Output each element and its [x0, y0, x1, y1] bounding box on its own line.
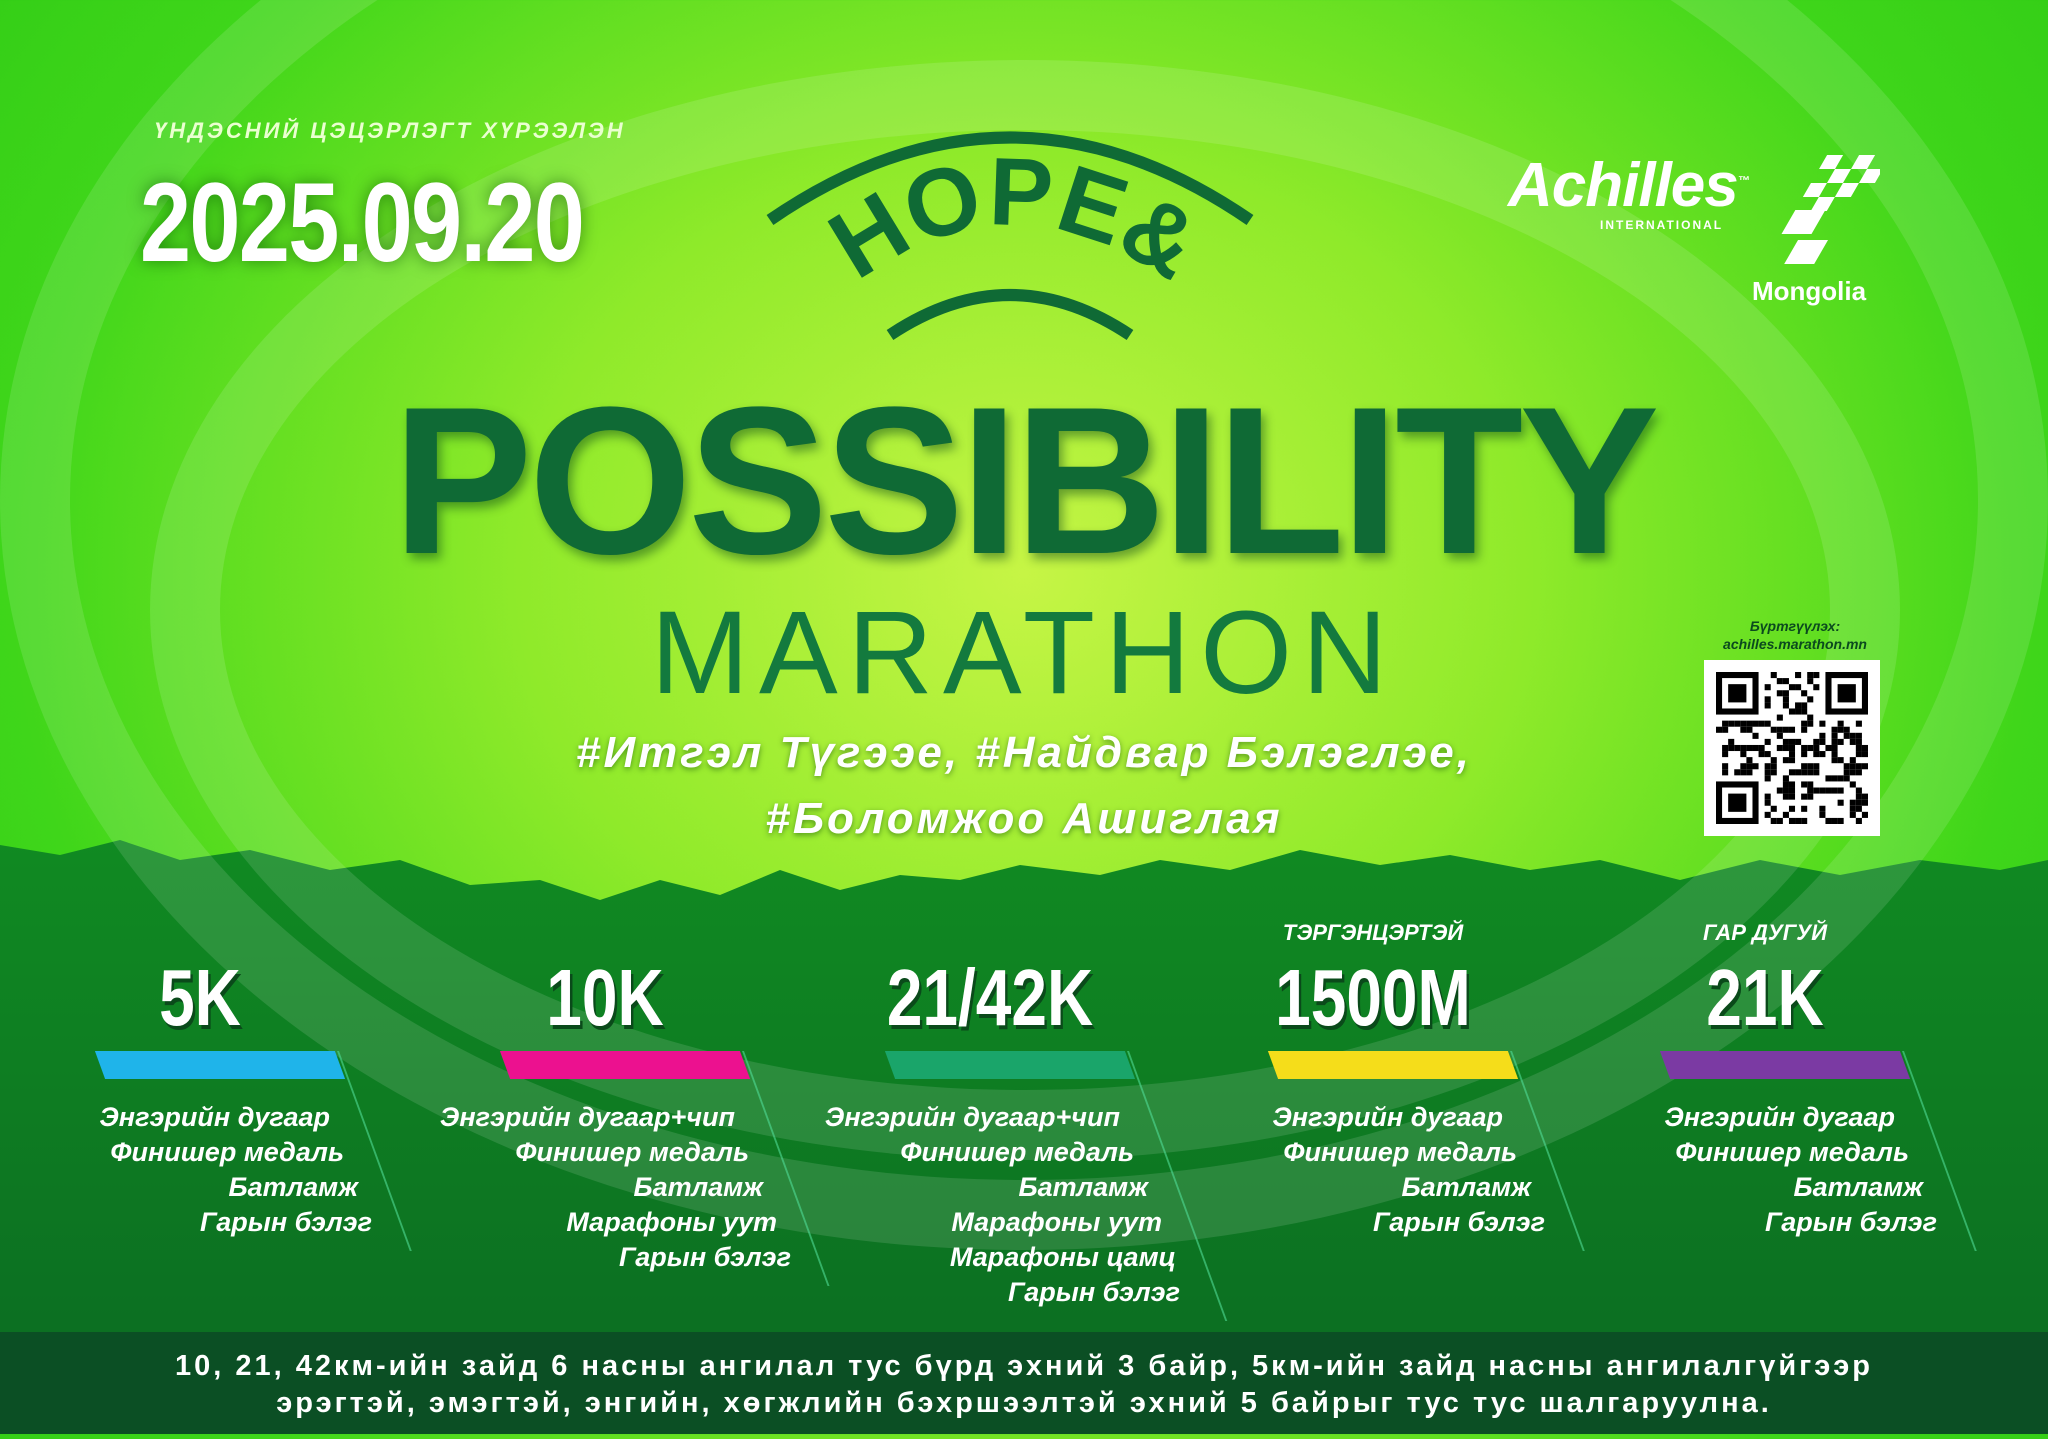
- achilles-logo: Achilles™: [1508, 151, 1750, 220]
- marathon-title: MARATHON: [650, 587, 1398, 719]
- event-distance: 10K: [546, 953, 664, 1042]
- event-perk: Батламж: [1018, 1172, 1148, 1202]
- event-perk: Батламж: [1401, 1172, 1531, 1202]
- event-distance: 21K: [1706, 953, 1824, 1042]
- event-color-bar: [884, 1051, 1136, 1079]
- event-perk: Финишер медаль: [1283, 1137, 1517, 1167]
- event-column-21k: ГАР ДУГУЙ 21K Энгэрийн дугаар Финишер мед…: [1575, 920, 1977, 1251]
- event-perk: Гарын бэлэг: [1765, 1207, 1937, 1237]
- event-color-bar: [1659, 1051, 1911, 1079]
- event-category: ТЭРГЭНЦЭРТЭЙ: [1282, 920, 1464, 945]
- event-perk: Энгэрийн дугаар: [99, 1102, 330, 1132]
- event-perk: Батламж: [228, 1172, 358, 1202]
- event-perk: Батламж: [633, 1172, 763, 1202]
- event-date: 2025.09.20: [140, 160, 585, 285]
- event-category: [415, 920, 795, 948]
- event-column-1500m: ТЭРГЭНЦЭРТЭЙ 1500M Энгэрийн дугаар Финише…: [1183, 920, 1585, 1251]
- event-column-21-42k: 21/42K Энгэрийн дугаар+чип Финишер медаль…: [800, 920, 1228, 1321]
- event-perk: Гарын бэлэг: [619, 1242, 791, 1272]
- qr-code-icon[interactable]: [1704, 660, 1880, 836]
- logo-country: Mongolia: [1752, 276, 1867, 306]
- event-perk: Марафоны уут: [566, 1207, 777, 1237]
- event-color-bar: [499, 1051, 751, 1079]
- footer-line: 10, 21, 42км-ийн зайд 6 насны ангилал ту…: [174, 1350, 1873, 1382]
- event-perk: Гарын бэлэг: [1373, 1207, 1545, 1237]
- event-column-5k: 5K Энгэрийн дугаар Финишер медаль Батламж Г…: [10, 920, 412, 1251]
- event-category: ГАР ДУГУЙ: [1702, 920, 1828, 945]
- event-distance: 5K: [159, 953, 241, 1042]
- event-perk: Энгэрийн дугаар: [1664, 1102, 1895, 1132]
- event-perk: Батламж: [1793, 1172, 1923, 1202]
- event-color-bar: [1267, 1051, 1519, 1079]
- event-category: [800, 920, 1180, 948]
- event-distance: 21/42K: [886, 953, 1094, 1042]
- main-title: POSSIBILITY: [392, 363, 1660, 598]
- hashtag-line: #Итгэл Түгээе, #Найдвар Бэлэглэе,: [575, 728, 1472, 777]
- footer-line: эрэгтэй, эмэгтэй, энгийн, хөгжлийн бэхрш…: [276, 1387, 1772, 1419]
- event-column-10k: 10K Энгэрийн дугаар+чип Финишер медаль Бат…: [415, 920, 830, 1286]
- event-color-bar: [94, 1051, 346, 1079]
- event-perk: Энгэрийн дугаар+чип: [824, 1102, 1120, 1132]
- hope-arc-title: HOPE&: [766, 131, 1254, 340]
- event-perk: Финишер медаль: [110, 1137, 344, 1167]
- event-perk: Гарын бэлэг: [1008, 1277, 1180, 1307]
- event-perk: Энгэрийн дугаар+чип: [439, 1102, 735, 1132]
- registration-url[interactable]: achilles.marathon.mn: [1723, 636, 1867, 652]
- logo-international: INTERNATIONAL: [1600, 218, 1724, 232]
- event-perk: Марафоны уут: [951, 1207, 1162, 1237]
- event-perk: Финишер медаль: [1675, 1137, 1909, 1167]
- event-perk: Финишер медаль: [515, 1137, 749, 1167]
- event-perk: Марафоны цамц: [949, 1242, 1176, 1272]
- event-perk: Гарын бэлэг: [200, 1207, 372, 1237]
- event-perk: Энгэрийн дугаар: [1272, 1102, 1503, 1132]
- event-distance: 1500M: [1275, 953, 1471, 1042]
- footer-note: 10, 21, 42км-ийн зайд 6 насны ангилал ту…: [0, 1332, 2048, 1434]
- checkered-flag-icon: [1781, 155, 1880, 264]
- event-category: [10, 920, 390, 948]
- hashtag-line: #Боломжоо Ашиглая: [765, 794, 1283, 843]
- registration-label: Бүртгүүлэх:: [1749, 618, 1841, 634]
- event-perk: Финишер медаль: [900, 1137, 1134, 1167]
- venue-label: ҮНДЭСНИЙ ЦЭЦЭРЛЭГТ ХҮРЭЭЛЭН: [154, 118, 626, 143]
